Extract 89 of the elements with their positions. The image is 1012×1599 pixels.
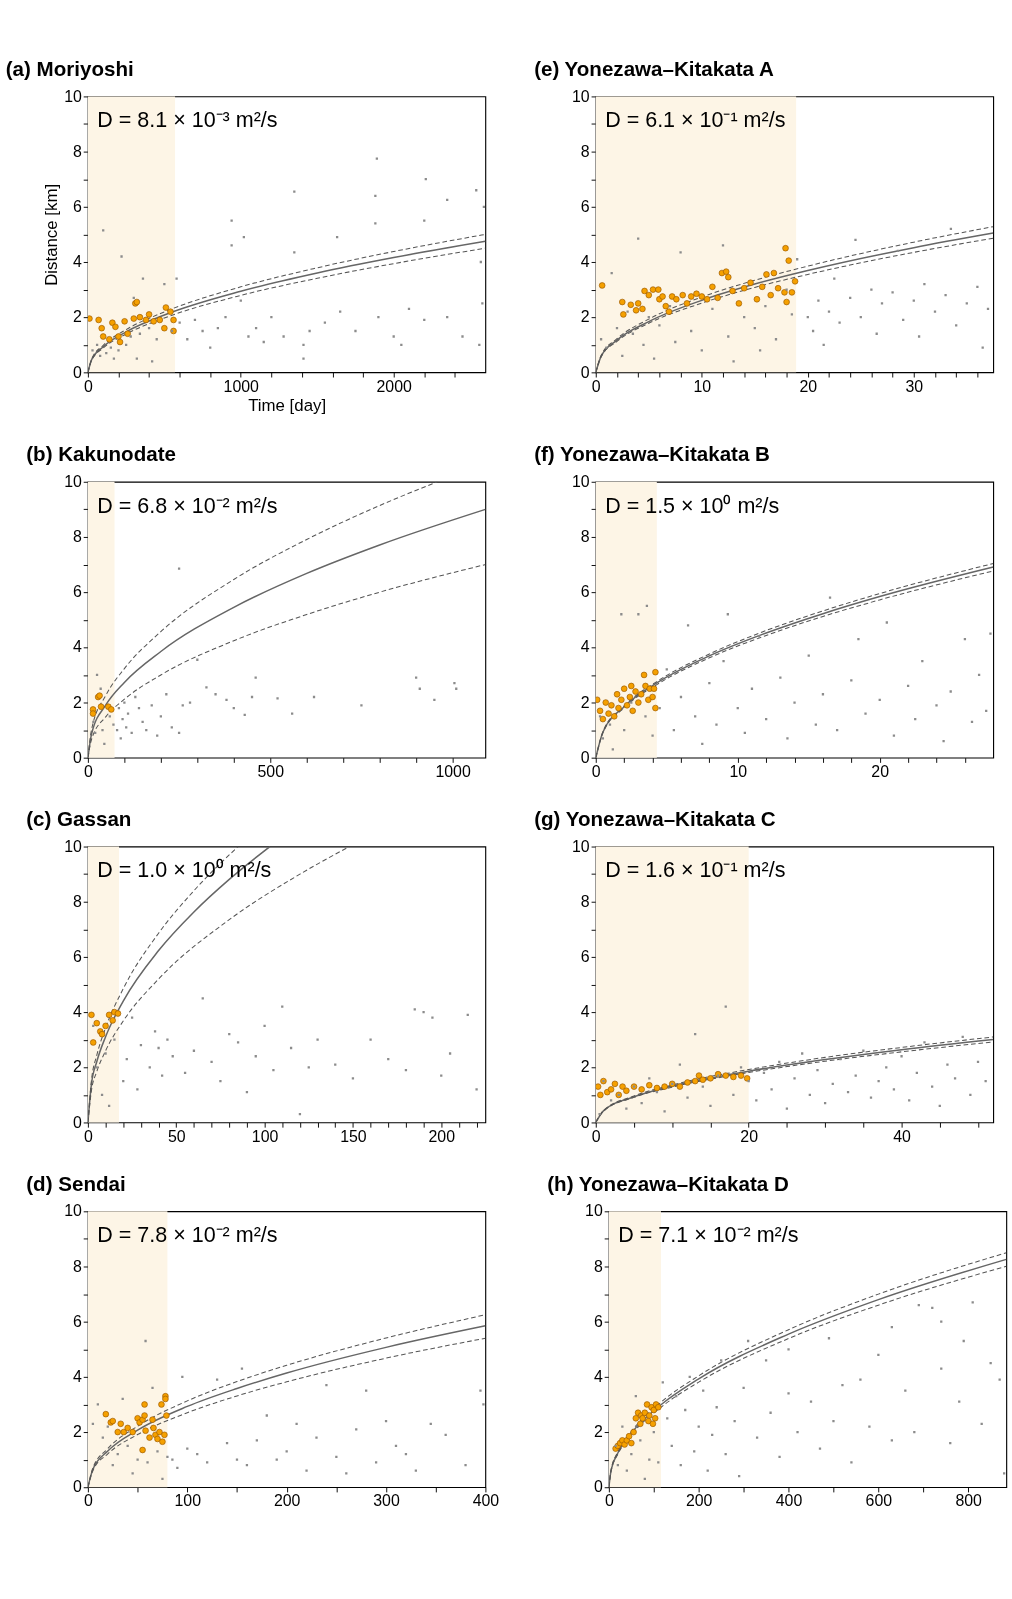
y-tick-label: 10 — [572, 837, 590, 855]
y-tick-label: 8 — [580, 142, 590, 160]
y-tick-label: 4 — [580, 1003, 590, 1021]
x-tick-label: 400 — [775, 1492, 803, 1510]
y-tick-label: 10 — [64, 472, 82, 490]
y-tick-label: 8 — [73, 142, 82, 160]
x-tick-label: 800 — [955, 1492, 983, 1510]
y-tick-label: 2 — [580, 693, 590, 711]
y-tick-label: 2 — [593, 1423, 603, 1441]
y-tick-label: 2 — [73, 693, 82, 711]
y-tick-label: 6 — [580, 197, 590, 215]
annotation: D = 8.1 × 10⁻³ m²/s — [97, 108, 278, 133]
y-tick-label: 6 — [73, 197, 82, 215]
chart-title: (g) Yonezawa–Kitakata C — [534, 806, 776, 830]
y-tick-label: 4 — [580, 638, 590, 656]
y-tick-label: 2 — [73, 1423, 82, 1441]
x-tick-label: 10 — [693, 377, 712, 395]
x-tick-label: 2000 — [376, 377, 412, 395]
y-tick-label: 0 — [73, 1478, 82, 1496]
y-tick-label: 2 — [73, 1058, 82, 1076]
x-tick-label: 40 — [893, 1127, 912, 1145]
y-tick-label: 10 — [572, 472, 590, 490]
chart-title: (c) Gassan — [26, 806, 132, 830]
x-tick-label: 1000 — [435, 762, 471, 780]
y-tick-label: 6 — [73, 583, 82, 601]
y-tick-label: 8 — [593, 1257, 603, 1275]
x-tick-label: 1000 — [223, 377, 260, 395]
x-tick-label: 200 — [428, 1127, 456, 1145]
x-tick-label: 150 — [340, 1127, 367, 1145]
y-tick-label: 4 — [73, 638, 82, 656]
y-tick-label: 0 — [580, 1113, 590, 1131]
y-tick-label: 8 — [580, 528, 590, 546]
y-tick-label: 6 — [593, 1312, 603, 1330]
chart-title: (a) Moriyoshi — [5, 56, 134, 80]
x-tick-label: 100 — [174, 1492, 202, 1510]
chart-title: (d) Sendai — [26, 1171, 126, 1195]
annotation: D = 6.1 × 10⁻¹ m²/s — [605, 108, 786, 133]
y-tick-label: 6 — [73, 1312, 82, 1330]
annotation: D = 6.8 × 10⁻² m²/s — [97, 493, 278, 518]
y-axis-title: Distance [km] — [41, 183, 61, 286]
x-tick-label: 500 — [257, 762, 285, 780]
x-tick-label: 100 — [251, 1127, 279, 1145]
x-tick-label: 200 — [273, 1492, 301, 1510]
y-tick-label: 0 — [580, 748, 590, 766]
x-tick-label: 30 — [905, 377, 924, 395]
y-tick-label: 10 — [64, 87, 82, 105]
y-tick-label: 8 — [73, 1257, 82, 1275]
y-tick-label: 8 — [73, 528, 82, 546]
y-tick-label: 4 — [593, 1368, 603, 1386]
y-tick-label: 4 — [580, 253, 590, 271]
y-tick-label: 6 — [580, 583, 590, 601]
x-axis-title: Time [day] — [248, 396, 327, 416]
y-tick-label: 10 — [572, 87, 590, 105]
y-tick-label: 6 — [580, 948, 590, 966]
y-tick-label: 2 — [580, 1058, 590, 1076]
annotation: D = 7.1 × 10⁻² m²/s — [618, 1223, 799, 1248]
y-tick-label: 8 — [73, 892, 82, 910]
x-tick-label: 200 — [685, 1492, 713, 1510]
annotation: D = 1.5 × 10⁰ m²/s — [605, 493, 780, 518]
chart-title: (f) Yonezawa–Kitakata B — [534, 442, 770, 466]
x-tick-label: 20 — [740, 1127, 759, 1145]
y-tick-label: 4 — [73, 1003, 82, 1021]
y-tick-label: 8 — [580, 892, 590, 910]
y-tick-label: 10 — [64, 1202, 82, 1220]
y-tick-label: 0 — [73, 363, 82, 381]
chart-title: (h) Yonezawa–Kitakata D — [547, 1171, 789, 1195]
y-tick-label: 0 — [580, 363, 590, 381]
y-tick-label: 0 — [593, 1478, 603, 1496]
annotation: D = 1.6 × 10⁻¹ m²/s — [605, 858, 786, 883]
y-tick-label: 4 — [73, 253, 82, 271]
x-tick-label: 10 — [729, 762, 748, 780]
y-tick-label: 2 — [73, 308, 82, 326]
annotation: D = 7.8 × 10⁻² m²/s — [97, 1223, 278, 1248]
y-tick-label: 10 — [585, 1202, 603, 1220]
x-tick-label: 20 — [799, 377, 818, 395]
x-tick-label: 0 — [604, 1492, 614, 1510]
y-tick-label: 10 — [64, 837, 82, 855]
chart-title: (e) Yonezawa–Kitakata A — [534, 56, 774, 80]
y-tick-label: 6 — [73, 948, 82, 966]
x-tick-label: 300 — [373, 1492, 400, 1510]
y-tick-label: 4 — [73, 1368, 82, 1386]
x-tick-label: 600 — [865, 1492, 893, 1510]
x-tick-label: 20 — [871, 762, 890, 780]
y-tick-label: 0 — [73, 1113, 82, 1131]
y-tick-label: 0 — [73, 748, 82, 766]
y-tick-label: 2 — [580, 308, 590, 326]
x-tick-label: 50 — [167, 1127, 186, 1145]
chart-title: (b) Kakunodate — [26, 442, 176, 466]
x-tick-label: 400 — [472, 1492, 500, 1510]
